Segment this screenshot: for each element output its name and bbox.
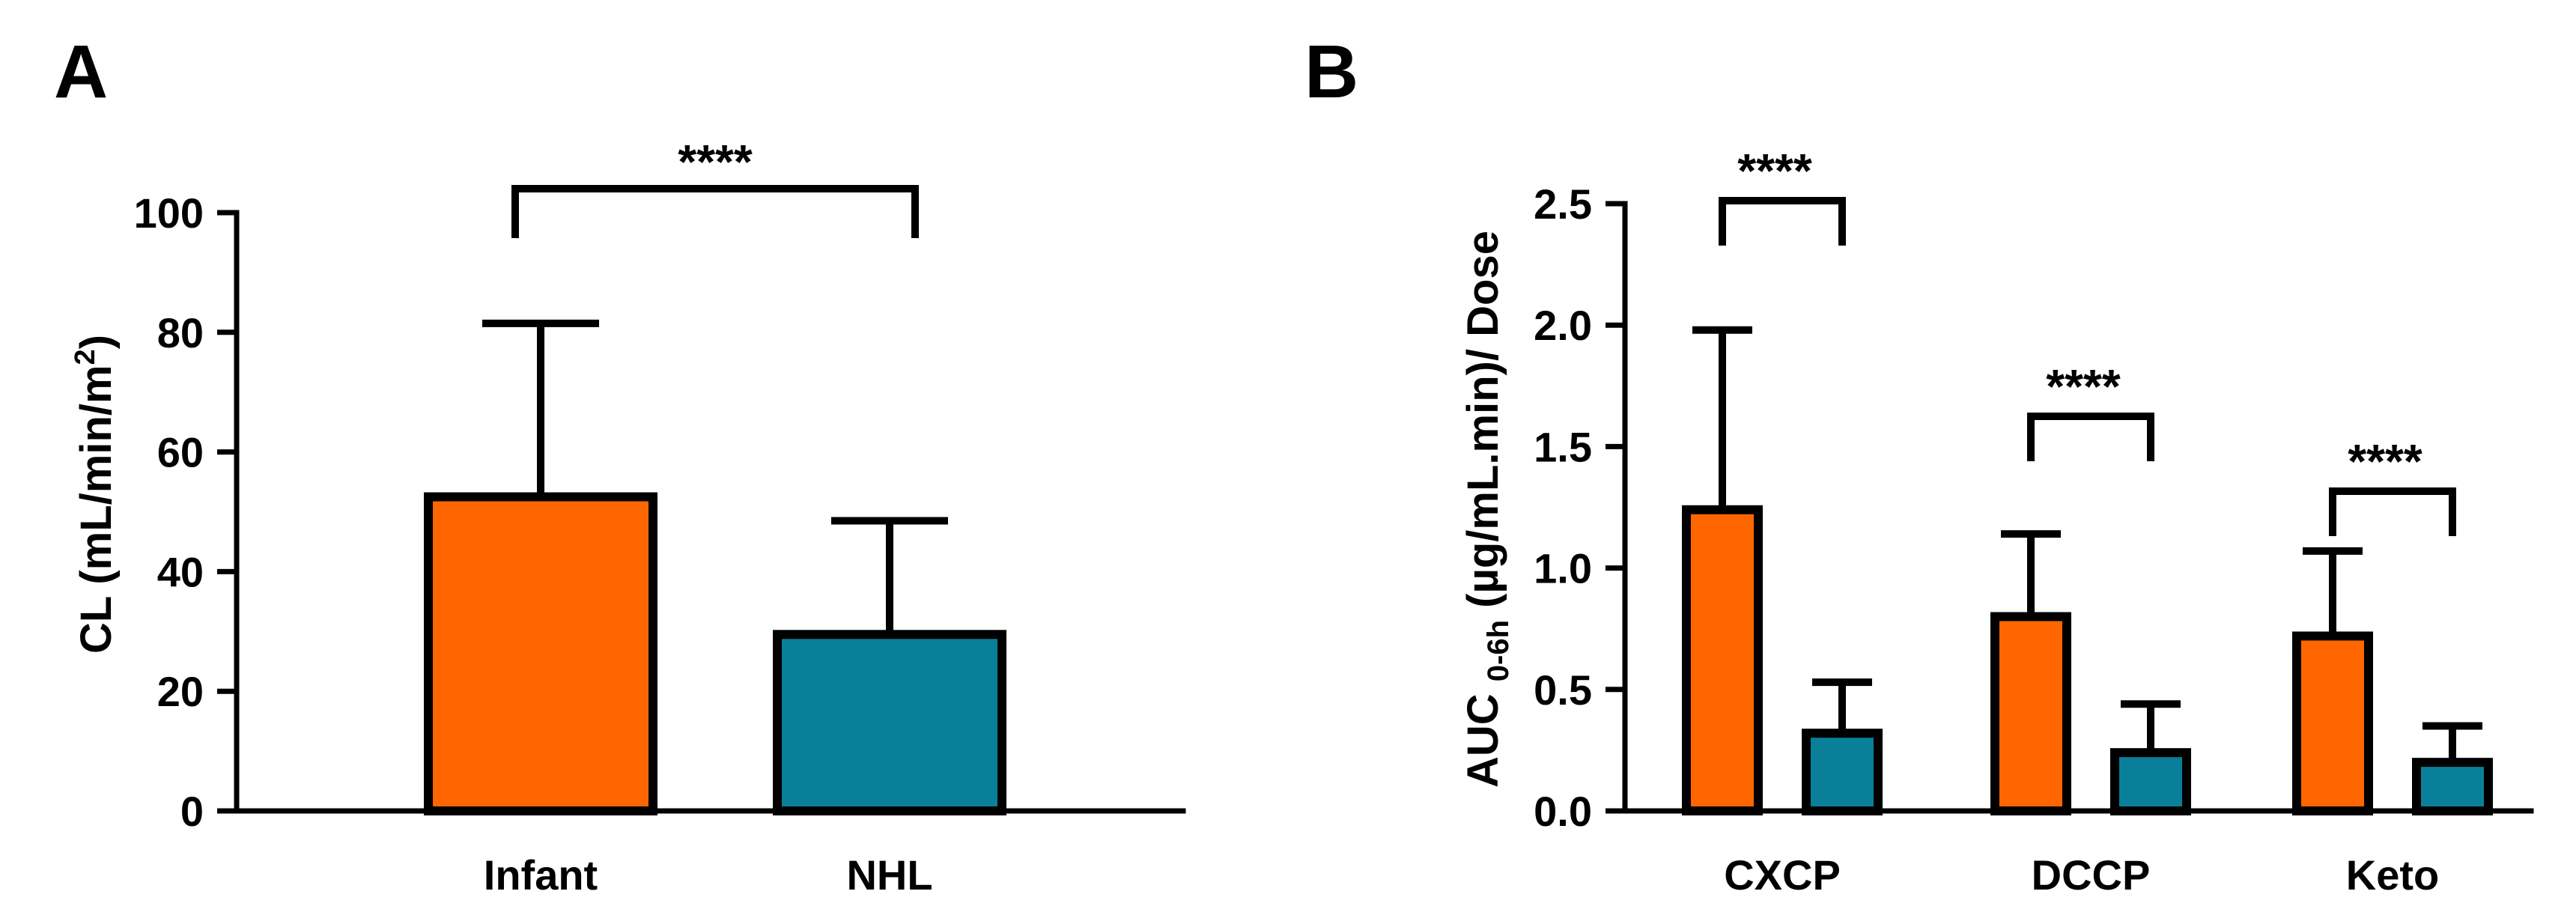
- significance-bracket: [1719, 197, 1846, 246]
- bar-dccp-nhl: [2110, 748, 2191, 815]
- bar-dccp-infant: [1990, 612, 2071, 815]
- y-tick-label: 0.0: [1534, 788, 1592, 835]
- x-tick-label: Keto: [2346, 851, 2439, 899]
- significance-label: ****: [678, 135, 753, 189]
- x-tick-label: Infant: [484, 851, 598, 899]
- significance-bracket: [2329, 487, 2456, 536]
- bar-keto-nhl: [2412, 758, 2493, 815]
- y-tick-label: 0: [180, 788, 204, 835]
- panel-a: A CL (mL/min/m2) 0 20 40 60 80 100 Infant NHL **…: [54, 30, 1186, 899]
- significance-label: ****: [2348, 434, 2422, 488]
- y-tick-label: 40: [157, 548, 204, 595]
- x-tick-label: DCCP: [2032, 851, 2151, 899]
- bar-nhl: [773, 630, 1006, 815]
- x-tick-label: CXCP: [1724, 851, 1841, 899]
- y-tick-label: 1.5: [1534, 423, 1592, 470]
- panel-b-plot-area: 0.0 0.5 1.0 1.5 2.0 2.5 CXCP **** DCCP **** Keto **…: [1534, 144, 2534, 899]
- bar-keto-infant: [2292, 631, 2373, 815]
- panel-a-label: A: [54, 30, 108, 114]
- y-tick-label: 0.5: [1534, 666, 1592, 714]
- y-tick-label: 1.0: [1534, 545, 1592, 592]
- bar-cxcp-nhl: [1802, 729, 1883, 816]
- y-tick-label: 80: [157, 309, 204, 356]
- panel-b: B AUC 0-6h (µg/mL.min)/ Dose 0.0 0.5 1.0 1.…: [1304, 30, 2534, 899]
- significance-label: ****: [2046, 359, 2121, 413]
- y-tick-label: 2.0: [1534, 302, 1592, 349]
- panel-b-label: B: [1304, 30, 1358, 114]
- significance-bracket: [2027, 413, 2154, 461]
- y-tick-label: 100: [134, 189, 204, 237]
- bar-infant: [424, 492, 657, 816]
- panel-a-plot-area: 0 20 40 60 80 100 Infant NHL ****: [134, 135, 1186, 899]
- significance-bracket: [511, 185, 919, 238]
- y-tick-label: 2.5: [1534, 180, 1592, 228]
- y-tick-label: 60: [157, 429, 204, 476]
- x-tick-label: NHL: [846, 851, 932, 899]
- significance-label: ****: [1737, 144, 1812, 198]
- bar-cxcp-infant: [1682, 505, 1763, 816]
- panel-b-y-axis-title: AUC 0-6h (µg/mL.min)/ Dose: [1459, 231, 1515, 788]
- panel-a-y-axis-title: CL (mL/min/m2): [70, 335, 121, 654]
- y-tick-label: 20: [157, 668, 204, 715]
